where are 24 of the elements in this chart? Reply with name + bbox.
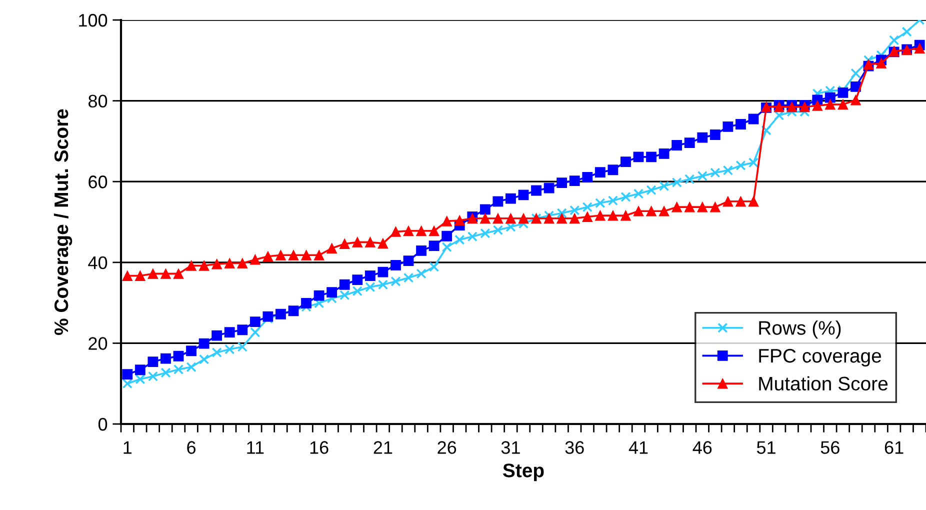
y-tick-label: 60 xyxy=(88,176,108,188)
x-tick-label: 36 xyxy=(565,441,584,454)
x-tick-label: 26 xyxy=(438,441,456,454)
y-tick-label: 80 xyxy=(88,94,108,108)
x-tick-label: 51 xyxy=(756,441,776,454)
x-tick-label: 41 xyxy=(628,441,648,454)
x-tick-label: 46 xyxy=(692,441,712,454)
y-tick-label: 20 xyxy=(88,337,108,350)
x-tick-label: 6 xyxy=(187,441,196,454)
legend-label: Mutation Score xyxy=(759,376,888,391)
x-tick-label: 21 xyxy=(374,441,392,454)
y-tick-label: 100 xyxy=(79,14,108,27)
x-tick-label: 56 xyxy=(820,441,840,454)
y-tick-label: 0 xyxy=(98,418,108,431)
x-tick-label: 11 xyxy=(247,441,264,454)
legend-label: Rows (%) xyxy=(759,320,841,339)
y-axis-title: % Coverage / Mut. Score xyxy=(54,109,72,335)
x-tick-label: 16 xyxy=(310,441,328,454)
x-tick-label: 1 xyxy=(124,441,132,454)
x-tick-label: 31 xyxy=(501,441,520,454)
y-tick-label: 40 xyxy=(88,256,108,270)
x-tick-label: 61 xyxy=(884,441,904,454)
legend-label: FPC coverage xyxy=(759,348,882,367)
x-axis-title: Step xyxy=(502,464,544,482)
